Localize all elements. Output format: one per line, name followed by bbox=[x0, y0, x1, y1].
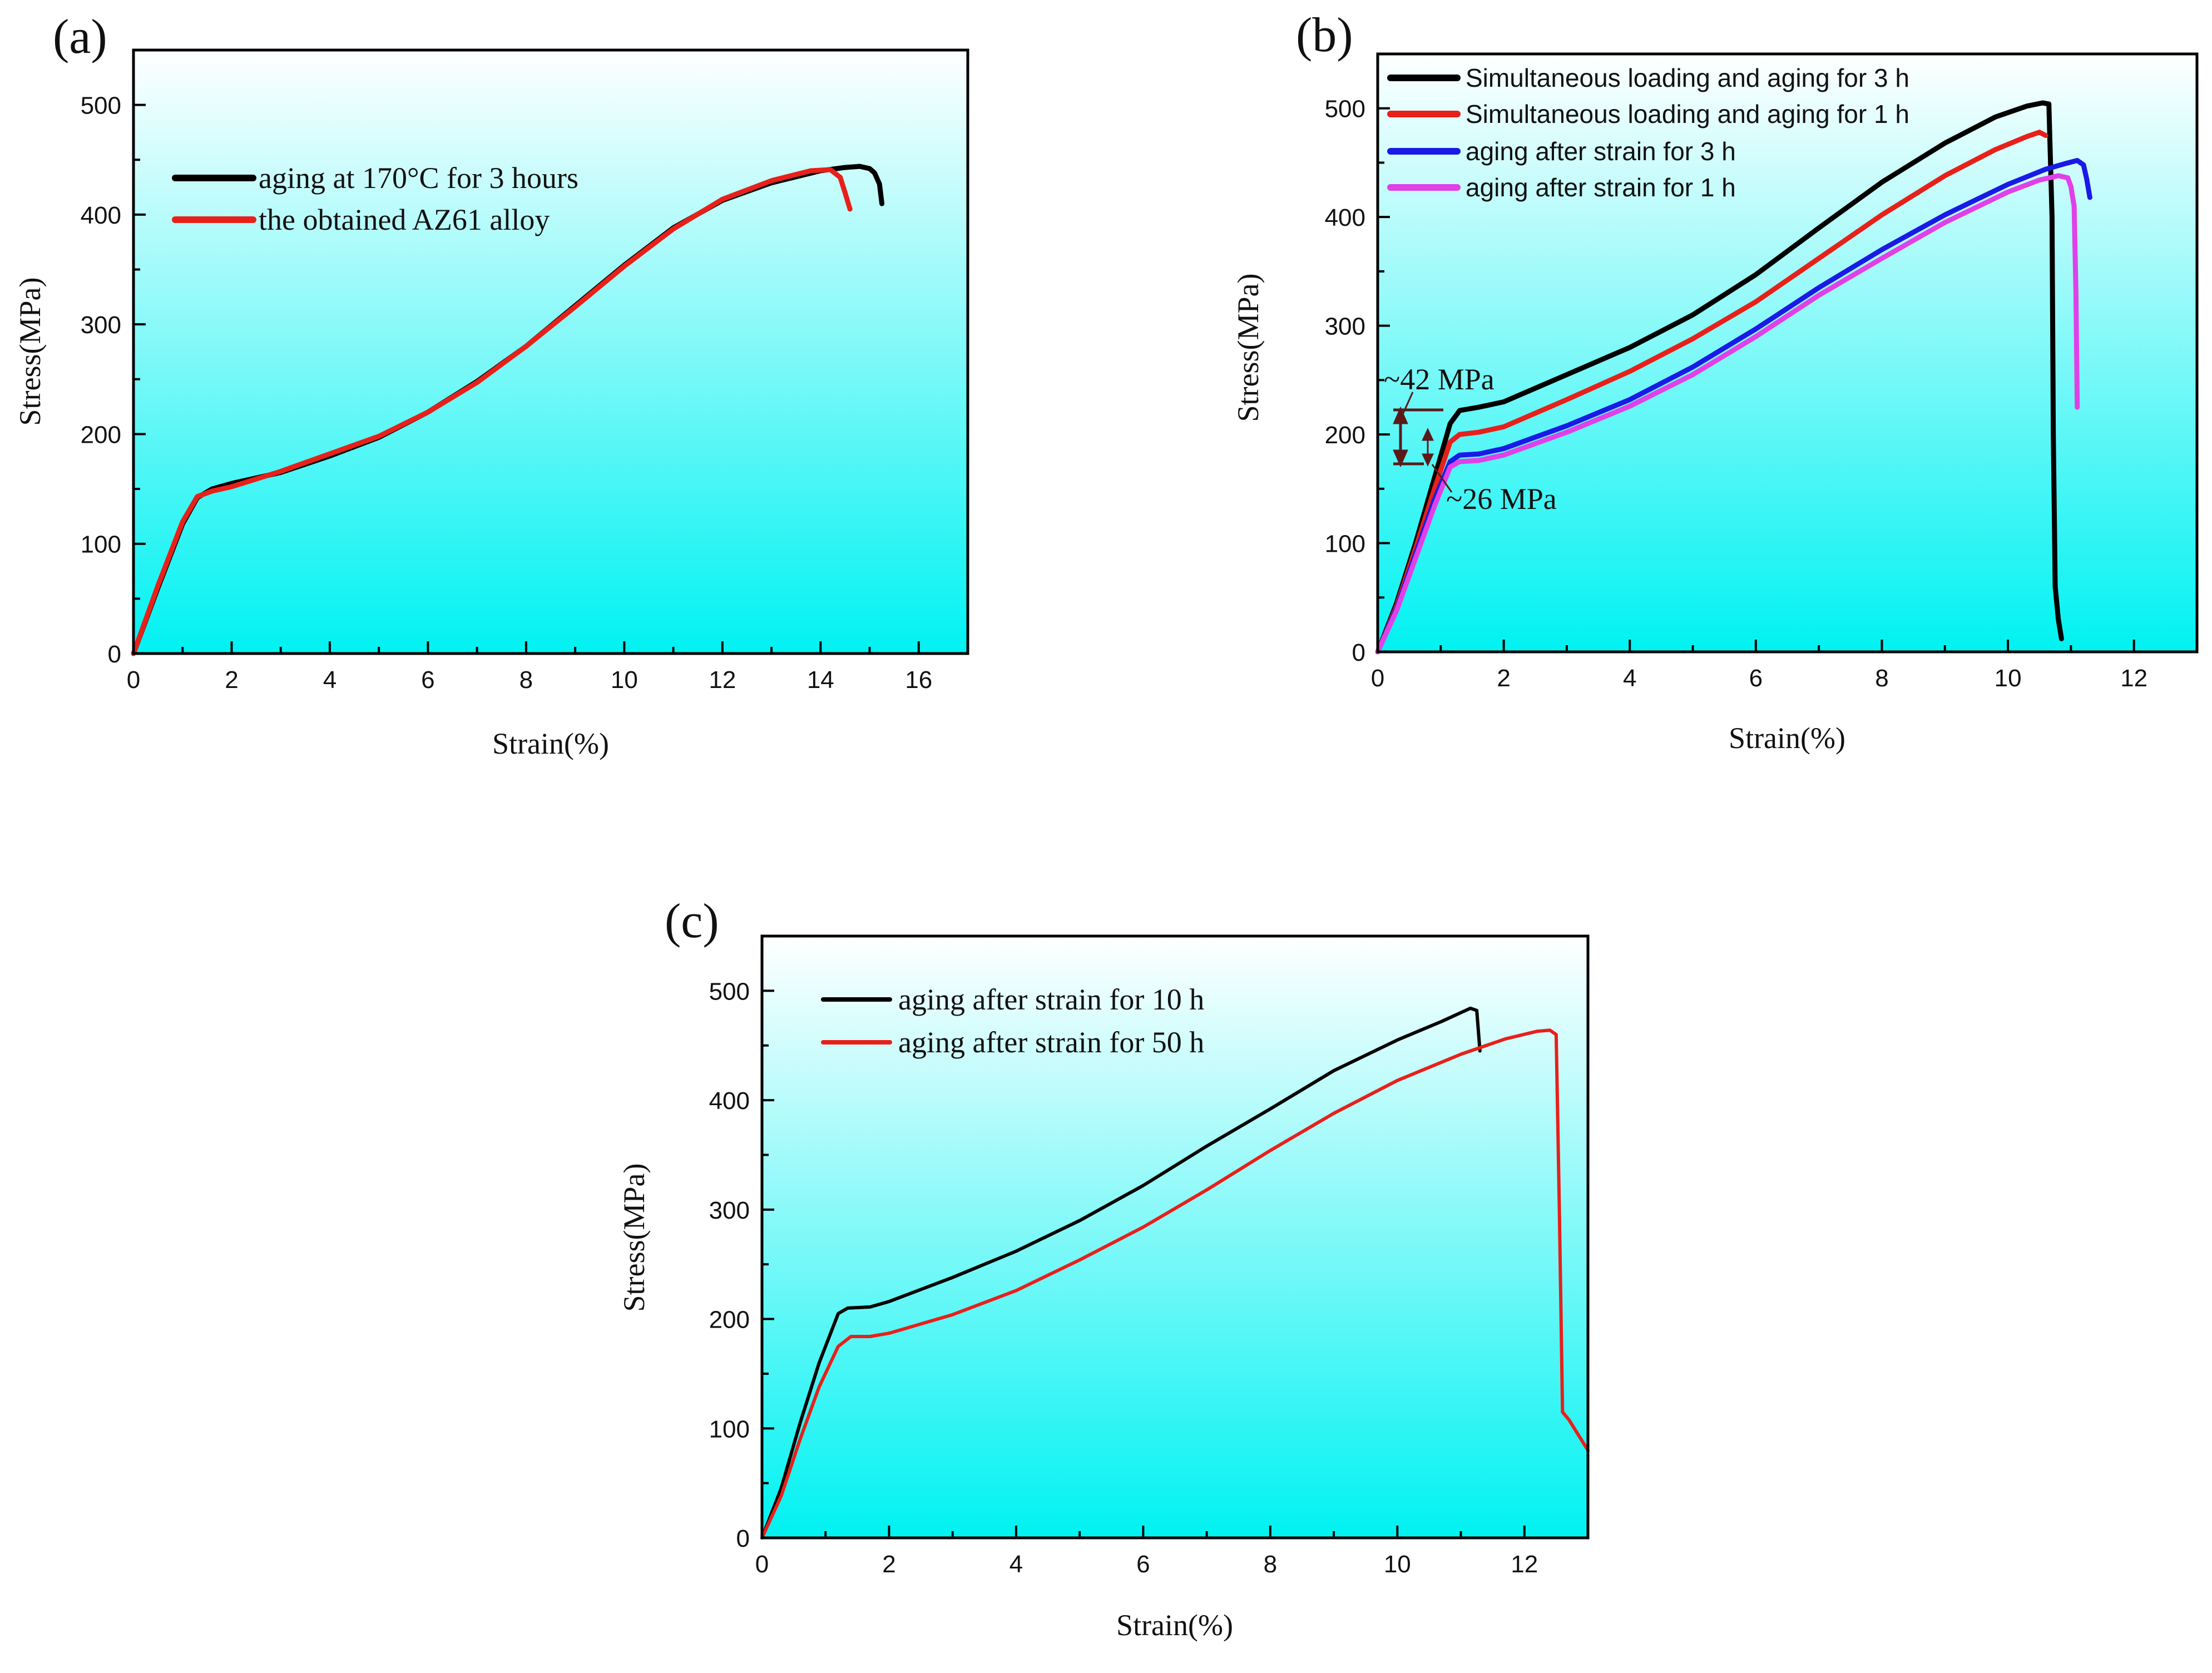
y-tick-label: 100 bbox=[81, 531, 121, 558]
series-line-2 bbox=[131, 167, 853, 656]
x-tick-label: 0 bbox=[127, 666, 140, 694]
legend-label-a0: aging at 170°C for 3 hours bbox=[259, 161, 578, 195]
x-tick-label: 12 bbox=[2120, 665, 2147, 692]
y-tick-label: 500 bbox=[709, 978, 750, 1005]
x-tick-label: 0 bbox=[1371, 665, 1384, 692]
y-tick-label: 0 bbox=[1352, 639, 1365, 666]
y-tick-label: 400 bbox=[81, 202, 121, 229]
x-tick-label: 8 bbox=[519, 666, 533, 694]
x-tick-label: 4 bbox=[323, 666, 336, 694]
y-tick-label: 100 bbox=[709, 1415, 750, 1443]
panel-a-plot-area bbox=[133, 50, 968, 654]
panel-b-series bbox=[1375, 100, 2092, 655]
x-tick-label: 6 bbox=[1136, 1551, 1150, 1578]
panel-a: 0 2 4 6 8 10 12 14 16 0 100 200 300 400 500 (a) Strain… bbox=[13, 10, 969, 760]
y-tick-label: 400 bbox=[709, 1087, 750, 1115]
y-tick-label: 500 bbox=[81, 92, 121, 120]
x-tick-label: 16 bbox=[905, 666, 932, 694]
arrow-26mpa-leader bbox=[1431, 464, 1453, 493]
x-tick-label: 12 bbox=[709, 666, 736, 694]
legend-label-b2: aging after strain for 3 h bbox=[1466, 137, 1736, 166]
panel-b-plot-area bbox=[1378, 54, 2197, 652]
panel-b-ylabel: Stress(MPa) bbox=[1231, 274, 1265, 422]
y-tick-label: 300 bbox=[709, 1197, 750, 1224]
y-tick-label: 0 bbox=[108, 641, 121, 668]
x-tick-label: 2 bbox=[225, 666, 238, 694]
panel-c-label: (c) bbox=[665, 894, 719, 948]
x-tick-label: 6 bbox=[1749, 665, 1763, 692]
panel-b-label: (b) bbox=[1296, 8, 1353, 62]
panel-a-label: (a) bbox=[53, 10, 107, 64]
panel-a-series bbox=[131, 164, 885, 656]
legend-label-b3: aging after strain for 1 h bbox=[1466, 173, 1736, 202]
x-tick-label: 10 bbox=[611, 666, 638, 694]
panel-a-xlabel: Strain(%) bbox=[492, 727, 609, 760]
x-tick-label: 2 bbox=[882, 1551, 895, 1578]
panel-c-frame bbox=[760, 934, 1590, 1540]
y-tick-label: 0 bbox=[736, 1525, 750, 1552]
x-tick-label: 0 bbox=[755, 1551, 769, 1578]
y-tick-label: 300 bbox=[1325, 313, 1365, 340]
panel-a-tick-labels: 0 2 4 6 8 10 12 14 16 0 100 200 300 400 500 bbox=[81, 92, 933, 694]
panel-c-legend: aging after strain for 10 h aging after … bbox=[821, 983, 1204, 1059]
y-tick-label: 200 bbox=[709, 1306, 750, 1334]
annotation-42mpa: ~42 MPa bbox=[1384, 363, 1495, 396]
arrow-26mpa-head-down bbox=[1422, 453, 1434, 467]
panel-a-legend: aging at 170°C for 3 hours the obtained … bbox=[172, 161, 578, 236]
legend-label-b0: Simultaneous loading and aging for 3 h bbox=[1466, 63, 1909, 92]
arrow-42mpa-head-up bbox=[1393, 406, 1408, 424]
series-line-1 bbox=[760, 1006, 1482, 1540]
legend-label-c0: aging after strain for 10 h bbox=[898, 983, 1204, 1016]
x-tick-label: 8 bbox=[1875, 665, 1888, 692]
arrow-26mpa-head-up bbox=[1422, 428, 1434, 441]
y-tick-label: 200 bbox=[1325, 422, 1365, 449]
series-line-2 bbox=[760, 1028, 1590, 1540]
panel-b-frame bbox=[1376, 52, 2199, 654]
x-tick-label: 10 bbox=[1995, 665, 2022, 692]
x-tick-label: 14 bbox=[807, 666, 834, 694]
series-line-4 bbox=[1375, 173, 2080, 655]
x-tick-label: 4 bbox=[1009, 1551, 1023, 1578]
series-line-2 bbox=[1375, 130, 2048, 655]
panel-a-frame bbox=[132, 48, 969, 655]
legend-label-b1: Simultaneous loading and aging for 1 h bbox=[1466, 100, 1909, 128]
legend-label-c1: aging after strain for 50 h bbox=[898, 1026, 1204, 1059]
panel-c-ylabel: Stress(MPa) bbox=[617, 1164, 651, 1312]
y-tick-label: 100 bbox=[1325, 531, 1365, 558]
y-tick-label: 300 bbox=[81, 311, 121, 339]
x-tick-label: 12 bbox=[1511, 1551, 1538, 1578]
panel-b-annotation-arrows bbox=[1393, 392, 1453, 493]
panel-c-plot-area bbox=[762, 936, 1588, 1538]
panel-c-tick-labels: 0 2 4 6 8 10 12 0 100 200 300 400 500 bbox=[709, 978, 1538, 1578]
x-tick-label: 10 bbox=[1384, 1551, 1411, 1578]
panel-a-ylabel: Stress(MPa) bbox=[13, 278, 47, 426]
legend-label-a1: the obtained AZ61 alloy bbox=[259, 203, 550, 236]
series-line-1 bbox=[1375, 100, 2064, 655]
x-tick-label: 8 bbox=[1264, 1551, 1277, 1578]
panel-c-series bbox=[760, 1006, 1590, 1540]
panel-b-xlabel: Strain(%) bbox=[1729, 721, 1845, 755]
annotation-26mpa: ~26 MPa bbox=[1446, 482, 1557, 516]
x-tick-label: 2 bbox=[1497, 665, 1510, 692]
panel-b-tick-labels: 0 2 4 6 8 10 12 0 100 200 300 400 500 bbox=[1325, 96, 2148, 692]
x-tick-label: 6 bbox=[421, 666, 434, 694]
arrow-42mpa-leader bbox=[1402, 392, 1414, 415]
panel-c-xlabel: Strain(%) bbox=[1116, 1608, 1233, 1642]
x-tick-label: 4 bbox=[1623, 665, 1636, 692]
y-tick-label: 400 bbox=[1325, 204, 1365, 231]
y-tick-label: 500 bbox=[1325, 96, 1365, 123]
arrow-42mpa-head-down bbox=[1393, 449, 1408, 468]
y-tick-label: 200 bbox=[81, 421, 121, 448]
panel-b-legend: Simultaneous loading and aging for 3 h S… bbox=[1387, 63, 1909, 202]
